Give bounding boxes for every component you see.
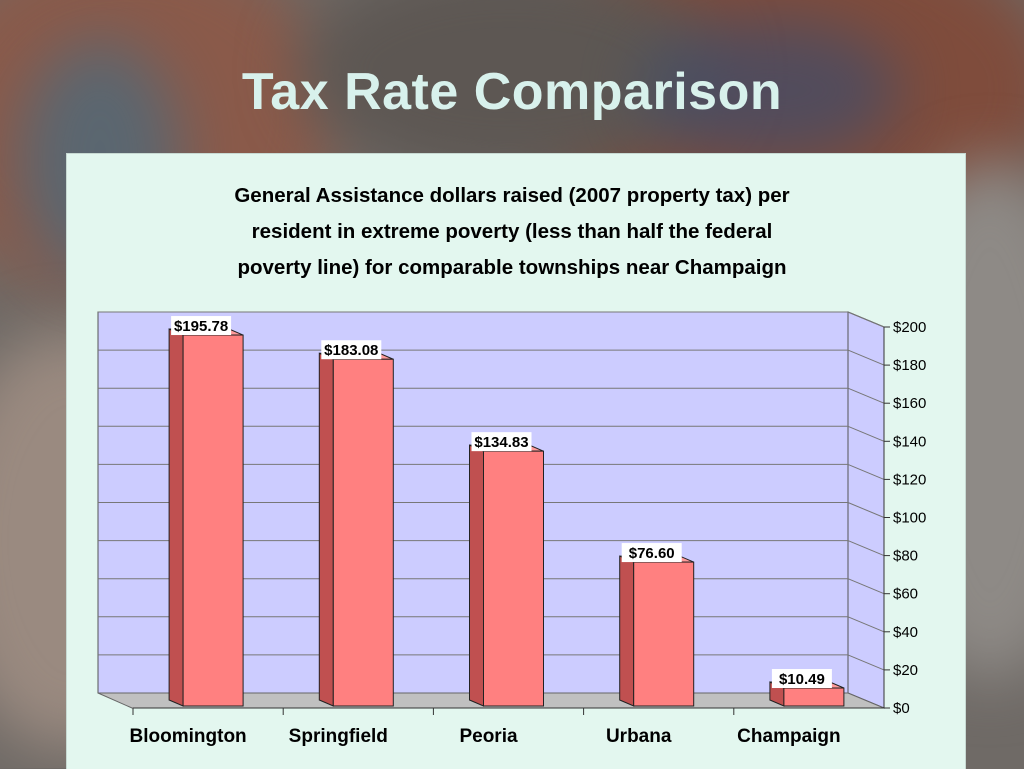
data-label-bg [471,432,532,452]
bar-side [168,328,184,707]
chart-title-line-2: resident in extreme poverty (less than h… [251,220,773,243]
gridline [847,387,885,404]
data-label-bg [621,543,682,563]
y-tick-label: $140 [893,433,926,450]
data-label: $76.60 [621,543,682,563]
bar [633,561,695,707]
bar [483,450,544,707]
gridline [847,463,885,480]
data-label-text: $134.83 [474,434,528,451]
bar-side [619,555,635,707]
data-label-text: $10.49 [779,671,825,688]
y-tick-label: $120 [893,471,926,488]
gridline [847,540,885,557]
gridline [847,349,885,366]
y-tick-label: $40 [893,624,918,641]
data-label: $195.78 [171,316,232,336]
bar [332,358,394,707]
y-tick-label: $200 [893,319,926,336]
chart-title-line-1: General Assistance dollars raised (2007 … [234,184,790,207]
y-tick-label: $160 [893,395,926,412]
bar [783,687,845,707]
data-label-text: $76.60 [629,545,675,562]
y-tick-label: $100 [893,510,926,527]
gridline [847,578,885,595]
y-tick-label: $60 [893,586,918,603]
slide-title: Tax Rate Comparison [241,63,783,121]
gridline [847,654,885,671]
chart-title-line-3: poverty line) for comparable townships n… [237,256,787,279]
gridline [847,502,885,518]
data-label: $183.08 [321,340,382,360]
data-label-bg [321,340,382,360]
chart-title: General Assistance dollars raised (2007 … [0,178,1024,286]
x-tick-label: Peoria [459,726,518,747]
y-tick-label: $80 [893,548,918,565]
x-tick-label: Champaign [737,726,840,747]
gridline [847,425,885,442]
x-tick-label: Urbana [606,726,672,747]
gridline [847,616,885,633]
data-label: $134.83 [471,432,532,452]
data-label-bg [171,316,232,336]
bar-side [318,352,334,707]
gridline [847,311,885,328]
x-tick-label: Springfield [289,726,388,747]
y-tick-label: $0 [893,700,910,717]
data-label-bg [771,669,832,689]
bar-side [469,444,484,707]
y-tick-label: $20 [893,662,918,679]
y-tick-label: $180 [893,357,926,374]
data-label-text: $183.08 [324,342,378,359]
data-label-text: $195.78 [174,318,228,335]
data-label: $10.49 [771,669,832,689]
bar [182,334,244,707]
x-tick-label: Bloomington [130,726,247,747]
